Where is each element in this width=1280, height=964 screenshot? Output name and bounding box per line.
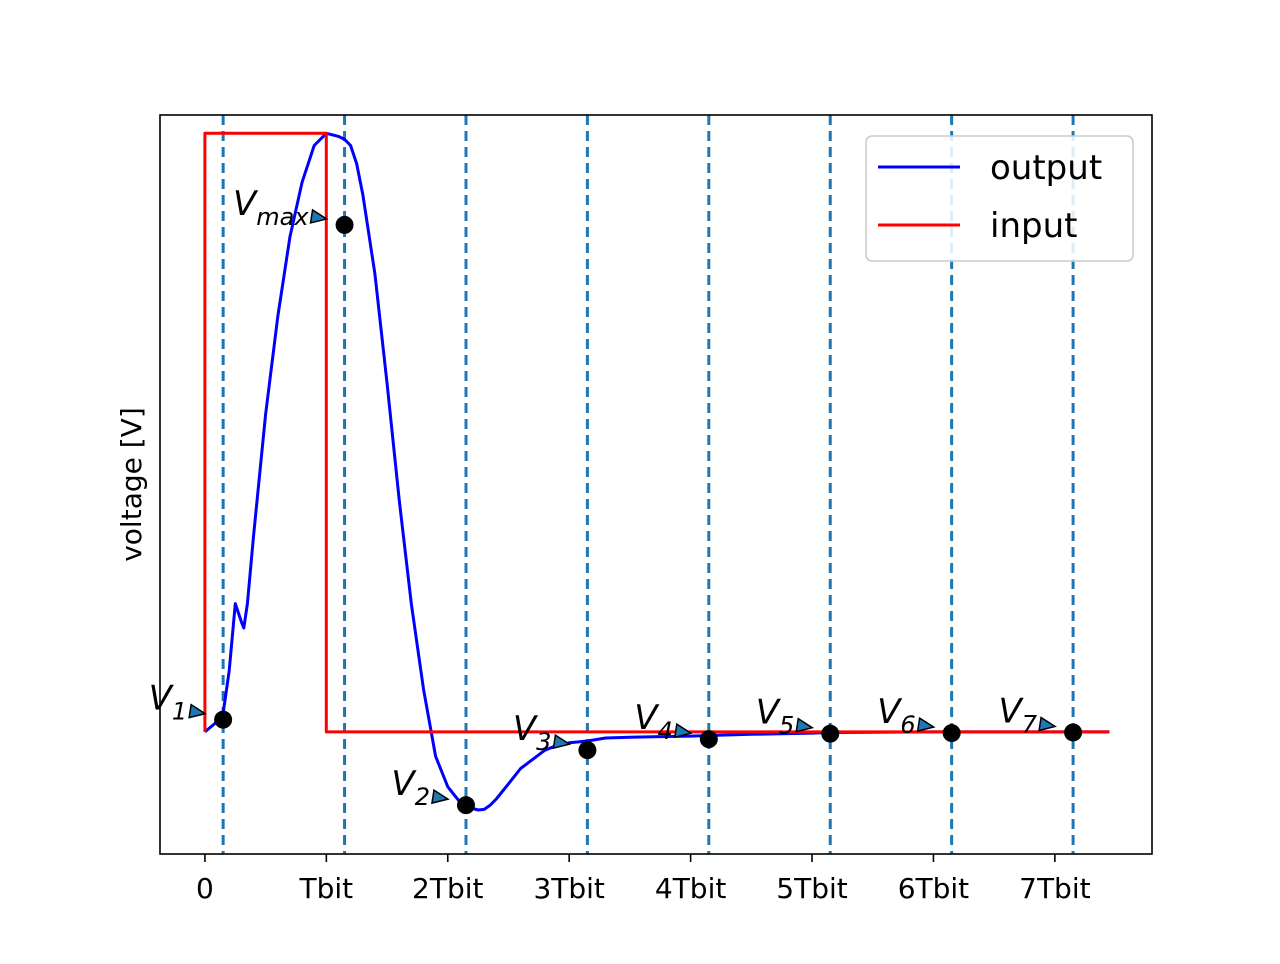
label-V6: V6 bbox=[877, 692, 916, 739]
marker-group bbox=[214, 215, 1083, 815]
y-axis-label: voltage [V] bbox=[115, 407, 148, 562]
x-tick-label: 2Tbit bbox=[412, 872, 483, 905]
arrow-Vmax bbox=[309, 208, 329, 224]
arrow-V3 bbox=[552, 733, 572, 750]
marker-V3 bbox=[578, 741, 597, 760]
marker-V7 bbox=[1064, 723, 1083, 742]
x-tick-label: Tbit bbox=[299, 872, 354, 905]
x-tick-label: 0 bbox=[196, 872, 214, 905]
x-tick-label: 6Tbit bbox=[898, 872, 969, 905]
marker-V4 bbox=[699, 730, 718, 749]
marker-V1 bbox=[214, 710, 233, 729]
arrow-V4 bbox=[673, 722, 693, 739]
annotation-group: V1 Vmax V2 V3 V4 V5 V6 V7 bbox=[149, 184, 1057, 811]
marker-V5 bbox=[821, 724, 840, 743]
marker-Vmax bbox=[335, 215, 354, 234]
arrow-V2 bbox=[431, 788, 450, 805]
x-tick-label: 7Tbit bbox=[1019, 872, 1090, 905]
x-axis: 0 Tbit 2Tbit 3Tbit 4Tbit 5Tbit 6Tbit 7Tbit bbox=[196, 854, 1091, 905]
legend-label-output: output bbox=[990, 148, 1102, 188]
x-tick-label: 4Tbit bbox=[655, 872, 726, 905]
arrow-V1 bbox=[188, 703, 208, 719]
marker-V6 bbox=[942, 724, 961, 743]
axes-frame bbox=[159, 114, 1153, 855]
arrow-V7 bbox=[1038, 716, 1057, 732]
label-V7: V7 bbox=[999, 691, 1038, 738]
label-V5: V5 bbox=[756, 693, 795, 740]
arrow-V6 bbox=[916, 716, 936, 733]
x-tick-label: 3Tbit bbox=[533, 872, 604, 905]
marker-V2 bbox=[456, 796, 475, 815]
label-V3: V3 bbox=[513, 709, 552, 756]
x-tick-label: 5Tbit bbox=[776, 872, 847, 905]
legend-label-input: input bbox=[990, 206, 1077, 246]
legend: output input bbox=[865, 135, 1134, 262]
input-line bbox=[203, 131, 1110, 734]
label-V1: V1 bbox=[149, 679, 188, 726]
label-Vmax: Vmax bbox=[233, 184, 309, 231]
label-V2: V2 bbox=[391, 764, 430, 811]
label-V4: V4 bbox=[634, 698, 673, 745]
arrow-V5 bbox=[795, 717, 815, 733]
